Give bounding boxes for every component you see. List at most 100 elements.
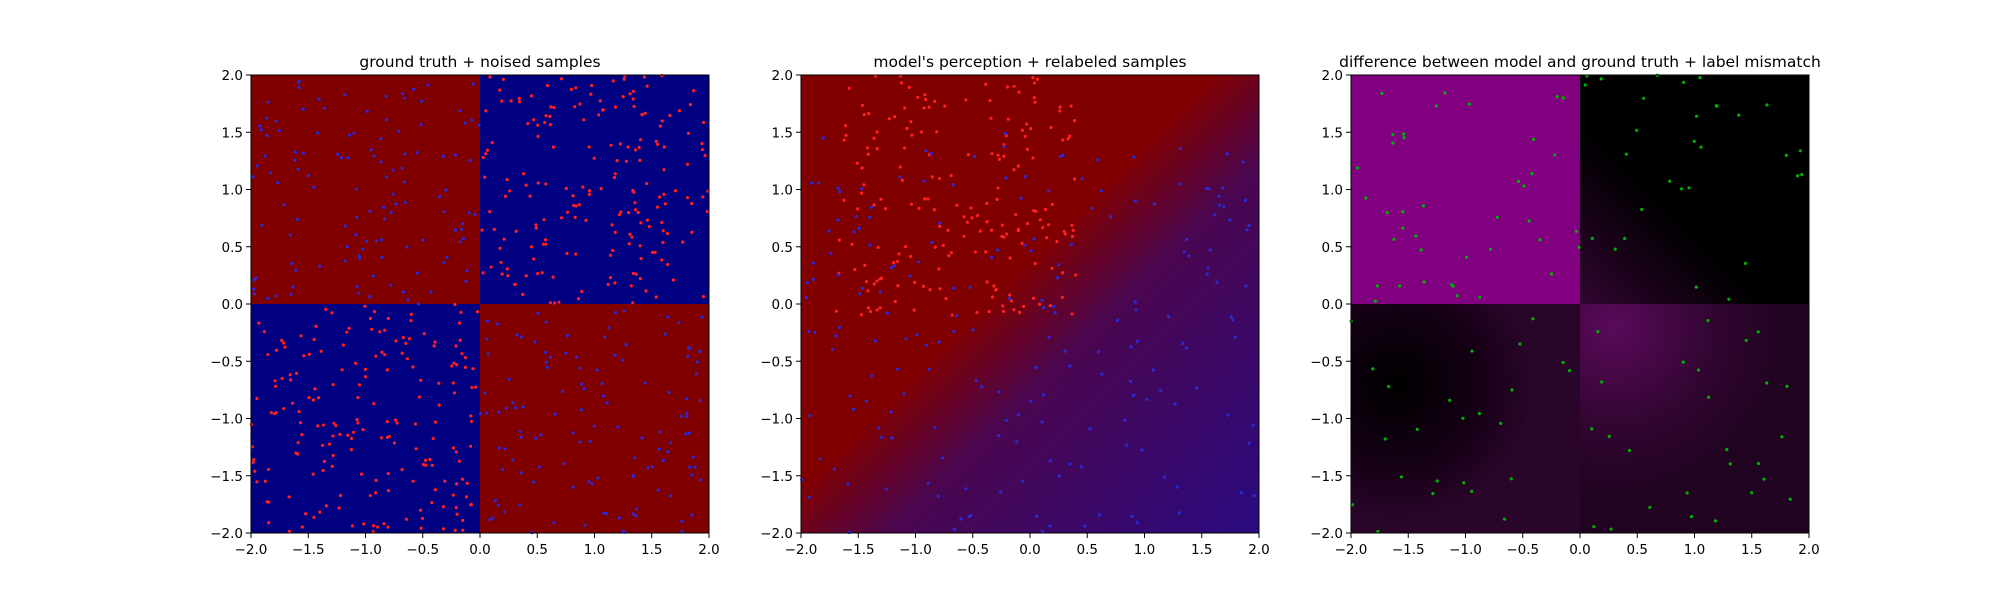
- sample-point: [453, 228, 458, 232]
- sample-point: [1058, 105, 1062, 109]
- sample-point: [564, 351, 568, 355]
- x-tick-label: −1.5: [1392, 542, 1425, 558]
- sample-point: [455, 363, 459, 367]
- sample-point: [345, 330, 349, 334]
- sample-point: [1048, 524, 1052, 528]
- sample-point: [1780, 435, 1784, 439]
- sample-point: [1561, 360, 1565, 365]
- sample-point: [331, 434, 335, 438]
- sample-point: [479, 412, 483, 416]
- sample-point: [619, 210, 623, 214]
- sample-point: [580, 289, 584, 294]
- sample-point: [1640, 207, 1644, 211]
- sample-point: [385, 118, 389, 122]
- sample-point: [536, 271, 540, 276]
- sample-point: [643, 381, 647, 385]
- sample-point: [543, 238, 548, 242]
- sample-point: [644, 182, 649, 186]
- sample-point: [378, 330, 382, 334]
- sample-point: [465, 268, 469, 273]
- sample-point: [1707, 395, 1711, 399]
- sample-point: [503, 447, 507, 451]
- sample-point: [275, 348, 279, 352]
- sample-point: [282, 407, 286, 411]
- sample-point: [502, 237, 506, 241]
- sample-point: [933, 245, 937, 249]
- sample-point: [930, 175, 934, 179]
- sample-point: [339, 156, 343, 160]
- sample-point: [402, 180, 406, 184]
- sample-point: [1516, 179, 1520, 183]
- sample-point: [265, 116, 269, 120]
- sample-point: [910, 133, 914, 137]
- sample-point: [330, 464, 334, 468]
- sample-point: [288, 373, 292, 377]
- sample-point: [685, 411, 689, 415]
- sample-point: [1385, 210, 1389, 215]
- sample-point: [834, 334, 838, 338]
- sample-point: [266, 467, 271, 472]
- sample-point: [1371, 367, 1375, 371]
- sample-point: [1177, 511, 1181, 515]
- sample-point: [451, 381, 455, 385]
- y-tick-label: 2.0: [222, 68, 243, 84]
- sample-point: [633, 456, 637, 460]
- sample-point: [1725, 448, 1729, 452]
- sample-point: [428, 457, 432, 462]
- sample-point: [855, 207, 860, 211]
- sample-point: [866, 289, 870, 293]
- sample-point: [269, 411, 273, 415]
- sample-point: [893, 115, 897, 119]
- sample-point: [471, 367, 475, 371]
- sample-point: [962, 234, 966, 238]
- sample-point: [1401, 210, 1405, 214]
- sample-point: [847, 530, 851, 534]
- sample-point: [669, 494, 673, 498]
- sample-point: [827, 229, 831, 233]
- sample-point: [632, 104, 636, 109]
- sample-point: [1696, 368, 1701, 372]
- sample-point: [584, 218, 588, 222]
- sample-point: [1015, 440, 1019, 444]
- sample-point: [400, 91, 405, 96]
- sample-point: [485, 337, 489, 341]
- sample-point: [258, 124, 262, 128]
- sample-point: [411, 479, 415, 483]
- sample-point: [875, 308, 879, 312]
- sample-point: [393, 418, 398, 422]
- sample-point: [1765, 381, 1769, 385]
- sample-point: [458, 240, 462, 244]
- sample-point: [1583, 83, 1587, 87]
- sample-point: [872, 136, 876, 140]
- sample-point: [368, 209, 372, 213]
- sample-point: [488, 518, 492, 522]
- sample-point: [565, 210, 570, 214]
- y-tick-label: −2.0: [1310, 526, 1343, 542]
- sample-point: [304, 512, 308, 516]
- sample-point: [995, 197, 999, 201]
- sample-point: [505, 178, 509, 182]
- sample-point: [541, 242, 546, 246]
- sample-point: [391, 192, 395, 196]
- sample-point: [897, 252, 901, 256]
- sample-point: [265, 133, 269, 138]
- sample-point: [932, 208, 936, 212]
- sample-point: [403, 152, 407, 156]
- sample-point: [1244, 284, 1248, 288]
- sample-point: [564, 186, 568, 191]
- sample-point: [461, 518, 465, 523]
- sample-point: [1016, 412, 1021, 417]
- sample-point: [358, 256, 362, 260]
- sample-point: [692, 89, 696, 93]
- sample-point: [454, 450, 459, 454]
- sample-point: [985, 201, 989, 206]
- sample-point: [608, 253, 613, 257]
- sample-point: [469, 419, 474, 424]
- sample-point: [605, 512, 609, 516]
- sample-point: [382, 217, 386, 221]
- y-tick-label: −2.0: [760, 526, 793, 542]
- sample-point: [521, 172, 526, 176]
- sample-point: [460, 477, 465, 481]
- sample-point: [362, 522, 366, 526]
- sample-point: [883, 207, 888, 211]
